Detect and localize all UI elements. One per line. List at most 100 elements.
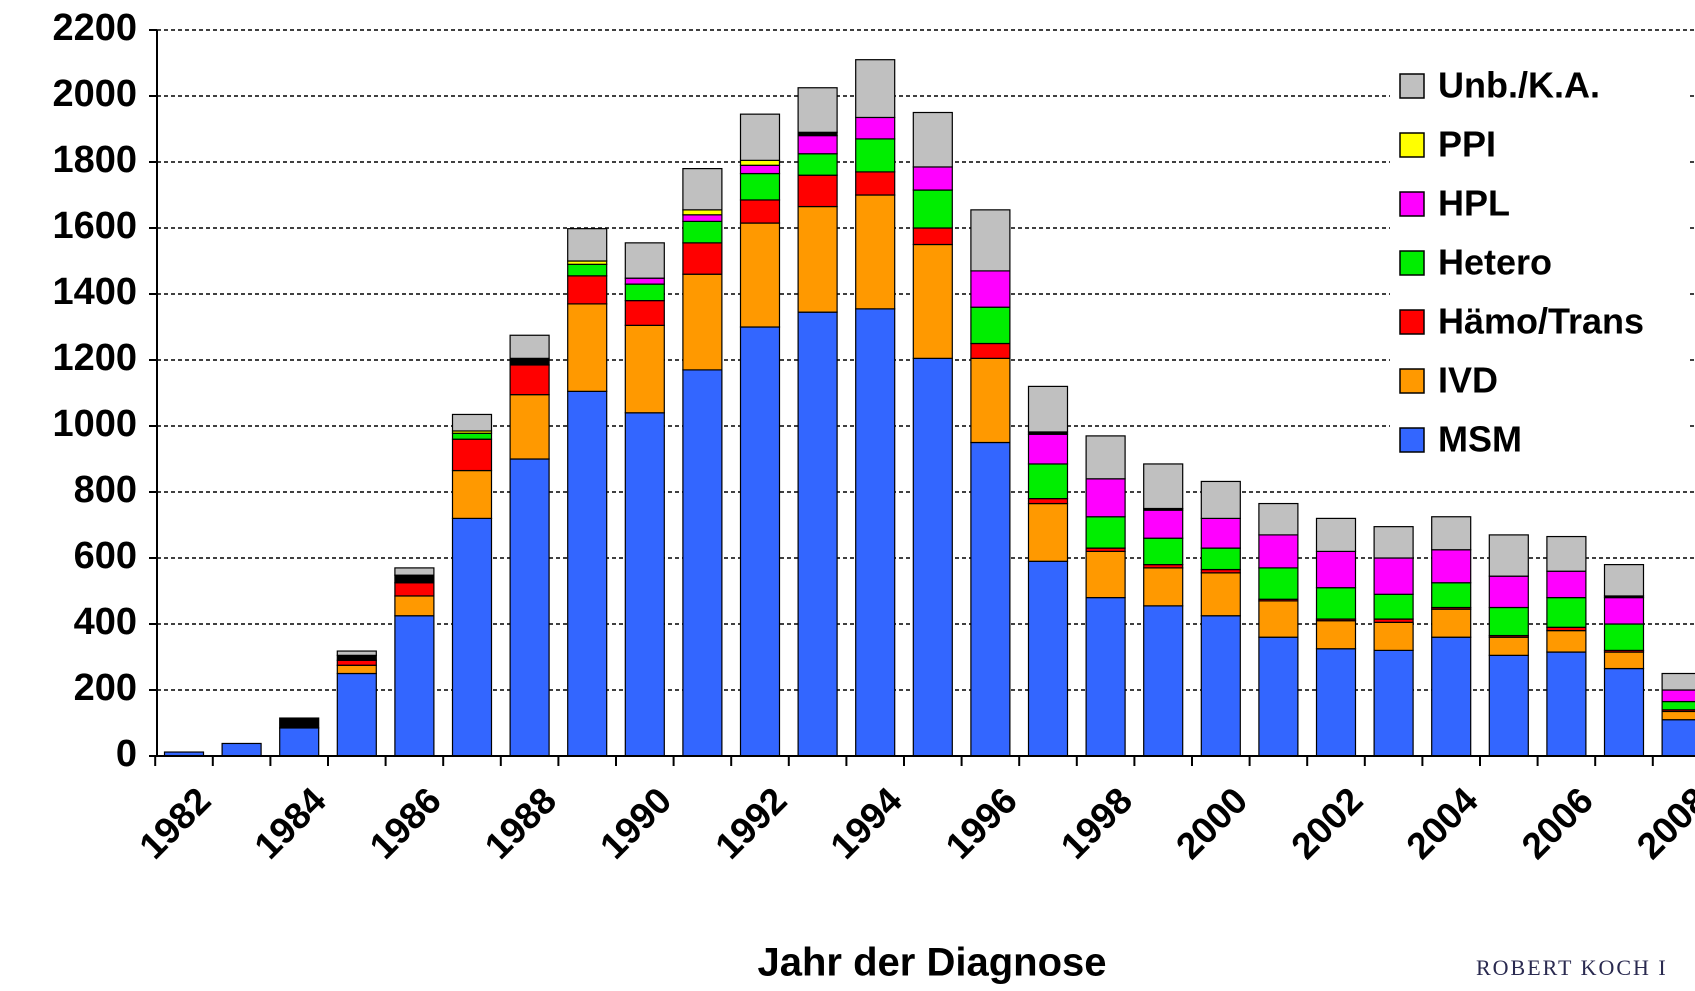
- bar-segment: [509, 364, 550, 396]
- bar-segment: [970, 342, 1011, 359]
- bar-segment: [451, 413, 493, 432]
- legend-swatch: [1399, 250, 1425, 276]
- bar-segment: [1315, 587, 1357, 620]
- bar-segment: [1258, 636, 1299, 757]
- legend-swatch: [1399, 309, 1425, 335]
- bar-segment: [1085, 516, 1126, 549]
- bar-segment: [1603, 651, 1645, 670]
- bar-segment: [1143, 567, 1184, 607]
- bar-segment: [509, 334, 550, 359]
- x-tick-label: 1992: [707, 780, 794, 867]
- bar-segment: [336, 650, 377, 656]
- x-tick-label: 1988: [477, 780, 564, 867]
- bar-segment: [394, 567, 435, 576]
- bar-segment: [1431, 636, 1472, 757]
- bar-segment: [1027, 560, 1069, 757]
- bar-segment: [1258, 600, 1299, 638]
- bar-segment: [1315, 648, 1357, 757]
- legend-swatch: [1399, 427, 1425, 453]
- legend-label: Hämo/Trans: [1438, 301, 1644, 342]
- bar-segment: [394, 615, 435, 757]
- legend-label: PPI: [1438, 124, 1496, 165]
- legend-swatch: [1399, 368, 1425, 394]
- bar-segment: [451, 432, 493, 440]
- legend-label: Hetero: [1438, 242, 1552, 283]
- bar-segment: [1200, 480, 1241, 520]
- bar-segment: [682, 209, 723, 216]
- bar-segment: [509, 357, 550, 366]
- bar-segment: [739, 199, 781, 224]
- bar-segment: [1085, 435, 1126, 480]
- bar-segment: [739, 222, 781, 328]
- bar-segment: [1315, 620, 1357, 650]
- bar-segment: [1027, 502, 1069, 562]
- legend-label: IVD: [1438, 360, 1498, 401]
- bar-segment: [1085, 478, 1126, 518]
- bar-segment: [797, 87, 838, 133]
- bar-segment: [797, 174, 838, 208]
- bar-segment: [1431, 549, 1472, 584]
- bar-segment: [739, 172, 781, 201]
- x-tick-label: 2004: [1399, 779, 1486, 866]
- bar-segment: [1488, 636, 1529, 656]
- bar-segment: [912, 111, 953, 168]
- bar-segment: [682, 214, 723, 223]
- bar-segment: [567, 303, 608, 392]
- y-tick-label: 1800: [52, 139, 137, 181]
- y-tick-label: 0: [116, 733, 137, 775]
- bar-segment: [451, 438, 493, 472]
- bar-segment: [336, 664, 377, 675]
- bar-segment: [1027, 433, 1069, 465]
- x-tick-label: 2008: [1629, 780, 1695, 867]
- bar-segment: [682, 168, 723, 211]
- bar-segment: [1373, 557, 1414, 595]
- legend-label: HPL: [1438, 183, 1510, 224]
- bar-segment: [509, 458, 550, 757]
- x-tick-label: 1990: [592, 780, 679, 867]
- y-tick-label: 800: [74, 469, 137, 511]
- bar-segment: [1027, 385, 1069, 433]
- bar-segment: [1488, 575, 1529, 609]
- bar-segment: [1603, 563, 1645, 597]
- bar-segment: [1315, 517, 1357, 553]
- bar-segment: [336, 659, 377, 666]
- bar-segment: [1143, 537, 1184, 566]
- bar-segment: [855, 116, 896, 140]
- bar-segment: [1431, 516, 1472, 551]
- bar-segment: [912, 166, 953, 191]
- y-tick-label: 400: [74, 601, 137, 643]
- bar-segment: [624, 242, 665, 279]
- bar-segment: [1661, 700, 1695, 711]
- y-tick-label: 2200: [52, 7, 137, 49]
- y-tick-label: 2000: [52, 73, 137, 115]
- bar-segment: [682, 369, 723, 757]
- bar-segment: [855, 171, 896, 196]
- bar-segment: [1258, 567, 1299, 600]
- bar-segment: [855, 194, 896, 310]
- y-tick-label: 600: [74, 535, 137, 577]
- bar-segment: [1488, 654, 1529, 757]
- bar-segment: [509, 394, 550, 460]
- bar-segment: [451, 469, 493, 519]
- bar-segment: [739, 113, 781, 161]
- bar-segment: [1603, 596, 1645, 625]
- bar-segment: [567, 263, 608, 277]
- bar-segment: [912, 357, 953, 757]
- bar-segment: [1085, 550, 1126, 599]
- bar-segment: [912, 227, 953, 246]
- bar-segment: [221, 742, 262, 757]
- bar-segment: [1661, 672, 1695, 691]
- bar-segment: [1546, 629, 1587, 653]
- bar-segment: [855, 59, 896, 119]
- bar-segment: [1431, 608, 1472, 638]
- bar-segment: [1143, 463, 1184, 510]
- bar-segment: [970, 441, 1011, 757]
- bar-segment: [970, 270, 1011, 308]
- y-tick-label: 1000: [52, 403, 137, 445]
- x-tick-label: 1996: [938, 780, 1025, 867]
- bar-segment: [1546, 596, 1587, 628]
- bar-segment: [855, 138, 896, 173]
- x-tick-label: 1982: [131, 780, 218, 867]
- legend-swatch: [1399, 132, 1425, 158]
